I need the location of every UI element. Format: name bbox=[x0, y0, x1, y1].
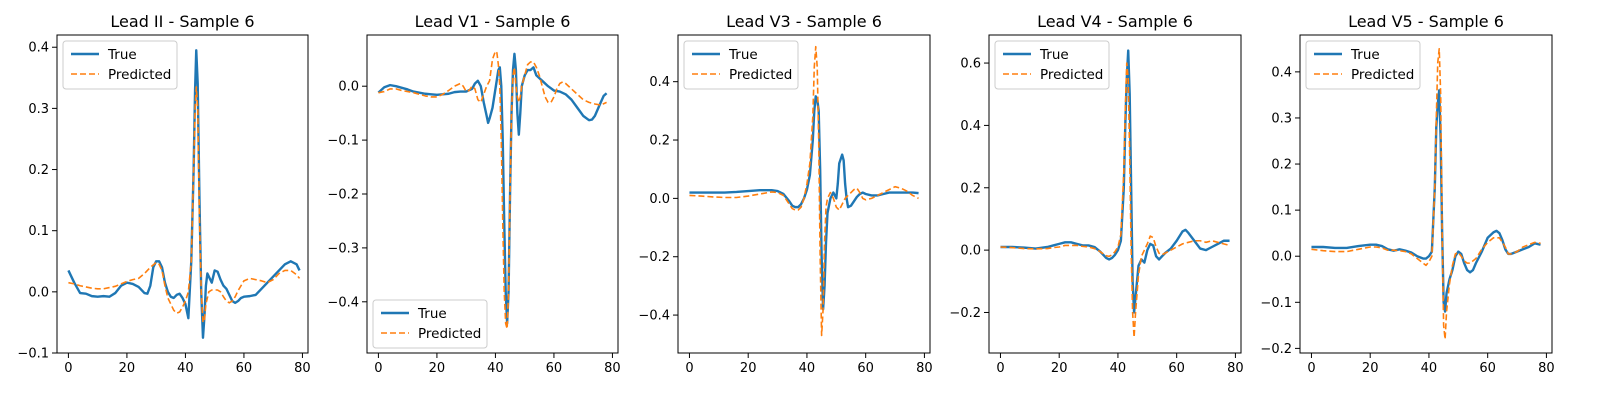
x-tick-label: 0 bbox=[1307, 361, 1315, 376]
y-tick-label: 0.0 bbox=[338, 80, 359, 95]
chart-panel-1: Lead II - Sample 6 0 20 40 60 80 −0.1 0.0 0.1 0.2… bbox=[17, 12, 310, 376]
legend: True Predicted bbox=[1305, 40, 1421, 90]
legend-label: True bbox=[1350, 47, 1380, 63]
legend-label: True bbox=[107, 47, 137, 63]
series-line-predicted bbox=[689, 45, 919, 337]
y-tick-label: 0.2 bbox=[960, 181, 981, 196]
y-tick-label: 0.6 bbox=[960, 57, 981, 72]
x-tick-label: 20 bbox=[119, 361, 136, 376]
y-tick-label: −0.1 bbox=[1260, 296, 1292, 311]
chart-panel-3: Lead V3 - Sample 6 0 20 40 60 80 −0.4 −0.2 0.0 0.… bbox=[638, 12, 932, 376]
x-tick-label: 0 bbox=[685, 361, 693, 376]
x-tick-label: 60 bbox=[236, 361, 253, 376]
y-tick-label: 0.4 bbox=[649, 75, 670, 90]
axes-frame bbox=[1299, 34, 1553, 354]
y-tick-label: 0.0 bbox=[649, 192, 670, 207]
x-tick-label: 60 bbox=[857, 361, 874, 376]
series-line-true bbox=[1000, 49, 1230, 314]
legend-label: Predicted bbox=[418, 326, 481, 342]
x-tick-label: 40 bbox=[1421, 361, 1438, 376]
y-tick-label: 0.3 bbox=[28, 102, 49, 117]
y-tick-label: 0.2 bbox=[649, 134, 670, 149]
x-tick-label: 40 bbox=[177, 361, 194, 376]
chart-title: Lead II - Sample 6 bbox=[110, 12, 254, 31]
y-tick-label: 0.0 bbox=[28, 285, 49, 300]
x-tick-label: 80 bbox=[916, 361, 933, 376]
series-line-true bbox=[1311, 89, 1541, 313]
y-tick-label: 0.2 bbox=[1271, 158, 1292, 173]
legend-label: True bbox=[417, 306, 447, 322]
chart-title: Lead V5 - Sample 6 bbox=[1348, 12, 1504, 31]
y-tick-label: −0.1 bbox=[327, 134, 359, 149]
x-tick-label: 0 bbox=[64, 361, 72, 376]
chart-title: Lead V3 - Sample 6 bbox=[726, 12, 882, 31]
y-tick-label: 0.2 bbox=[28, 163, 49, 178]
x-tick-label: 80 bbox=[604, 361, 621, 376]
y-tick-label: 0.3 bbox=[1271, 111, 1292, 126]
x-tick-label: 0 bbox=[374, 361, 382, 376]
x-tick-label: 0 bbox=[996, 361, 1004, 376]
x-tick-label: 20 bbox=[429, 361, 446, 376]
y-tick-label: 0.4 bbox=[28, 41, 49, 56]
legend-label: True bbox=[728, 47, 758, 63]
series-line-predicted bbox=[378, 50, 607, 330]
y-tick-label: 0.1 bbox=[1271, 204, 1292, 219]
x-tick-label: 20 bbox=[1362, 361, 1379, 376]
series-line-true bbox=[689, 95, 919, 311]
x-tick-label: 20 bbox=[740, 361, 757, 376]
axes-frame bbox=[988, 34, 1242, 354]
y-tick-label: −0.2 bbox=[327, 188, 359, 203]
y-tick-label: −0.2 bbox=[1260, 342, 1292, 357]
y-tick-label: 0.0 bbox=[1271, 250, 1292, 265]
y-tick-label: −0.3 bbox=[327, 241, 359, 256]
x-tick-label: 80 bbox=[294, 361, 311, 376]
x-tick-label: 60 bbox=[1479, 361, 1496, 376]
series-line-true bbox=[67, 49, 301, 339]
y-tick-label: −0.1 bbox=[17, 347, 49, 362]
series-line-predicted bbox=[1000, 62, 1230, 339]
y-tick-label: −0.2 bbox=[638, 250, 670, 265]
legend-label: Predicted bbox=[729, 67, 792, 83]
legend: True Predicted bbox=[683, 40, 799, 90]
axes-frame bbox=[56, 34, 309, 354]
legend-label: True bbox=[1039, 47, 1069, 63]
x-tick-label: 40 bbox=[487, 361, 504, 376]
axes-frame bbox=[677, 34, 931, 354]
x-tick-label: 60 bbox=[1168, 361, 1185, 376]
y-tick-label: 0.0 bbox=[960, 244, 981, 259]
x-tick-label: 80 bbox=[1538, 361, 1555, 376]
chart-title: Lead V4 - Sample 6 bbox=[1037, 12, 1193, 31]
legend: True Predicted bbox=[62, 40, 178, 90]
series-line-true bbox=[377, 52, 608, 325]
x-tick-label: 80 bbox=[1227, 361, 1244, 376]
y-tick-label: −0.4 bbox=[638, 309, 670, 324]
x-tick-label: 40 bbox=[1110, 361, 1127, 376]
legend: True Predicted bbox=[372, 299, 488, 349]
x-tick-label: 40 bbox=[799, 361, 816, 376]
y-tick-label: −0.2 bbox=[949, 306, 981, 321]
y-tick-label: 0.4 bbox=[960, 119, 981, 134]
series-line-predicted bbox=[1311, 48, 1541, 340]
x-tick-label: 60 bbox=[546, 361, 563, 376]
chart-panel-5: Lead V5 - Sample 6 0 20 40 60 80 −0.2 −0.1 0.0 0.… bbox=[1260, 12, 1554, 376]
chart-panel-2: Lead V1 - Sample 6 0 20 40 60 80 −0.4 −0.3 −0.2 −… bbox=[327, 12, 620, 376]
y-tick-label: 0.1 bbox=[28, 224, 49, 239]
series-line-predicted bbox=[68, 86, 301, 324]
x-tick-label: 20 bbox=[1051, 361, 1068, 376]
chart-title: Lead V1 - Sample 6 bbox=[415, 12, 571, 31]
legend-label: Predicted bbox=[1351, 67, 1414, 83]
y-tick-label: −0.4 bbox=[327, 295, 359, 310]
legend-label: Predicted bbox=[1040, 67, 1103, 83]
y-tick-label: 0.4 bbox=[1271, 65, 1292, 80]
legend: True Predicted bbox=[994, 40, 1110, 90]
chart-panel-4: Lead V4 - Sample 6 0 20 40 60 80 −0.2 0.0 0.2 0.4… bbox=[949, 12, 1243, 376]
legend-label: Predicted bbox=[108, 67, 171, 83]
